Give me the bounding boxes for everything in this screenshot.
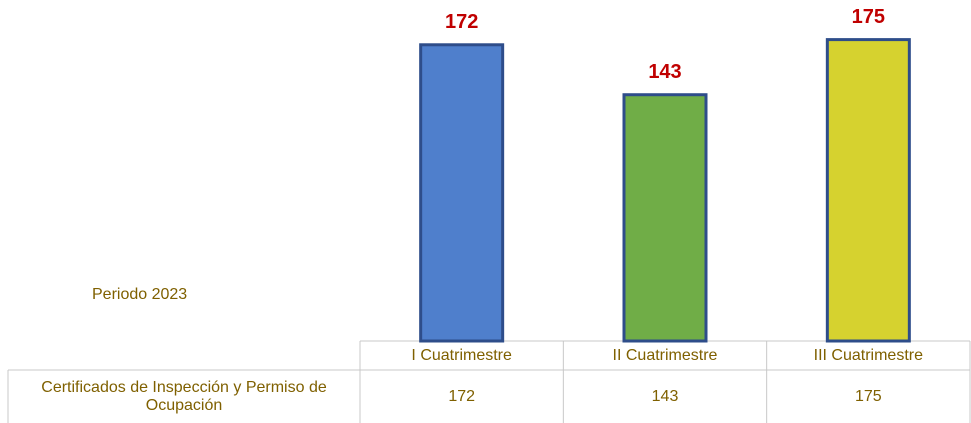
bar xyxy=(419,43,505,343)
annotation: Periodo 2023 xyxy=(92,286,187,303)
data-label: 172 xyxy=(445,11,478,33)
series-name: Certificados de Inspección y Permiso de … xyxy=(41,378,327,414)
table-value: 175 xyxy=(854,387,882,405)
data-label: 143 xyxy=(648,61,681,83)
bar xyxy=(622,93,708,343)
data-label: 175 xyxy=(852,6,885,28)
bar xyxy=(825,38,911,343)
table-value: 143 xyxy=(651,387,679,405)
table-value: 172 xyxy=(448,387,476,405)
category-label: III Cuatrimestre xyxy=(813,346,923,364)
category-label: I Cuatrimestre xyxy=(411,346,512,364)
category-label: II Cuatrimestre xyxy=(612,346,718,364)
